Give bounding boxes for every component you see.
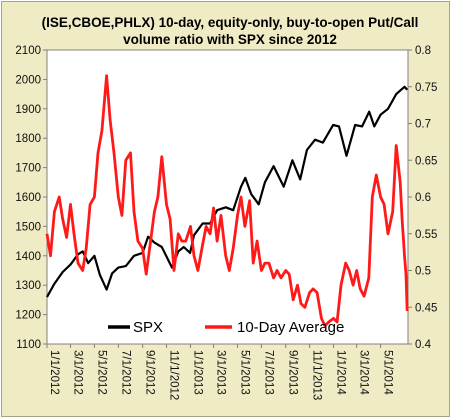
- left-tick-label: 1600: [15, 192, 41, 204]
- x-tick-label: 11/1/2012: [168, 350, 180, 400]
- x-tick-label: 9/1/2012: [144, 350, 156, 395]
- x-tick-label: 1/1/2012: [48, 350, 60, 395]
- right-axis: 0.4 0.45 0.5 0.55 0.6 0.65 0.7 0.75 0.8: [408, 45, 437, 351]
- x-tick-label: 9/1/2013: [287, 350, 299, 395]
- x-tick-label: 3/1/2013: [215, 350, 227, 395]
- left-tick-label: 1700: [15, 163, 41, 175]
- x-tick-label: 7/1/2012: [119, 350, 131, 395]
- series-line-spx: [46, 85, 409, 298]
- chart-title-line-2: volume ratio with SPX since 2012: [123, 32, 337, 47]
- left-tick-label: 1300: [15, 280, 41, 292]
- x-axis: 1/1/2012 3/1/2012 5/1/2012 7/1/2012 9/1/2012…: [46, 344, 394, 400]
- x-tick-label: 3/1/2012: [72, 350, 84, 395]
- left-tick-label: 1800: [15, 133, 41, 145]
- right-tick-label: 0.55: [415, 229, 437, 241]
- left-tick-label: 2000: [15, 74, 41, 86]
- x-tick-label: 1/1/2014: [335, 350, 347, 395]
- x-tick-label: 1/1/2013: [191, 350, 203, 395]
- x-tick-label: 5/1/2014: [382, 350, 394, 395]
- left-tick-label: 1100: [16, 339, 41, 351]
- right-tick-label: 0.5: [415, 266, 431, 278]
- x-tick-label: 3/1/2014: [358, 350, 370, 395]
- x-tick-label: 11/1/2013: [311, 350, 323, 400]
- left-tick-label: 1400: [15, 251, 41, 263]
- legend-label-spx: SPX: [133, 319, 163, 336]
- right-tick-label: 0.4: [415, 339, 432, 351]
- plot-area: [46, 49, 409, 345]
- left-tick-label: 2100: [15, 45, 41, 57]
- left-tick-label: 1200: [15, 310, 41, 322]
- left-tick-label: 1900: [15, 104, 41, 116]
- legend: SPX 10-Day Average: [108, 319, 344, 336]
- right-tick-label: 0.7: [415, 119, 431, 131]
- right-tick-label: 0.6: [415, 192, 431, 204]
- left-axis: 1100 1200 1300 1400 1500 1600 1700 1800 1900 2000…: [15, 45, 47, 351]
- chart-title-line-1: (ISE,CBOE,PHLX) 10-day, equity-only, buy…: [42, 15, 419, 30]
- x-tick-label: 7/1/2013: [262, 350, 274, 395]
- right-tick-label: 0.65: [415, 155, 437, 167]
- legend-label-10-day-average: 10-Day Average: [237, 319, 344, 336]
- left-tick-label: 1500: [15, 221, 41, 233]
- right-tick-label: 0.8: [415, 45, 431, 57]
- right-tick-label: 0.75: [415, 82, 437, 94]
- x-tick-label: 5/1/2013: [238, 350, 250, 395]
- right-tick-label: 0.45: [415, 302, 437, 314]
- series-line-10-day-average: [45, 74, 409, 328]
- x-tick-label: 5/1/2012: [95, 350, 107, 395]
